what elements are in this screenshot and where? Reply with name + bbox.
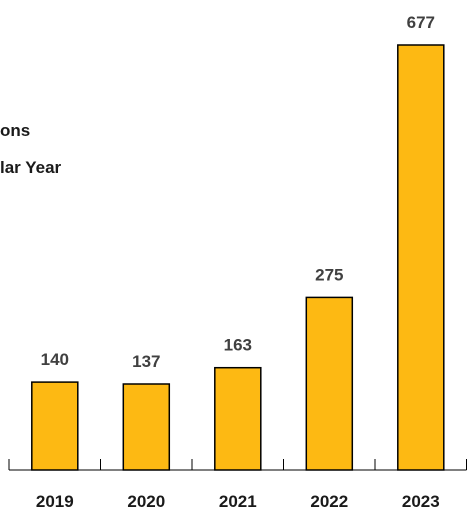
bar-2021 [214, 366, 262, 471]
data-label-2022: 275 [315, 265, 343, 284]
x-tick-labels: 2019 2020 2021 2022 2023 [36, 492, 440, 511]
bar-2020 [122, 383, 171, 471]
tick-label-2023: 2023 [402, 492, 440, 511]
tick-label-2020: 2020 [127, 492, 165, 511]
tick-label-2022: 2022 [310, 492, 348, 511]
tick-label-2019: 2019 [36, 492, 74, 511]
bars [31, 44, 445, 471]
data-labels: 140 137 163 275 677 [41, 13, 435, 371]
x-axis [8, 459, 467, 471]
bar-2022 [305, 296, 354, 471]
data-label-2020: 137 [132, 352, 160, 371]
data-label-2023: 677 [407, 13, 435, 32]
bar-2019 [31, 381, 79, 471]
chart-title: ons lar Year [0, 121, 62, 177]
bar-2023 [397, 44, 445, 471]
tick-label-2021: 2021 [219, 492, 257, 511]
chart-title-line-1: ons [0, 121, 30, 140]
data-label-2019: 140 [41, 350, 69, 369]
chart-title-line-2: lar Year [0, 158, 62, 177]
data-label-2021: 163 [224, 336, 252, 355]
